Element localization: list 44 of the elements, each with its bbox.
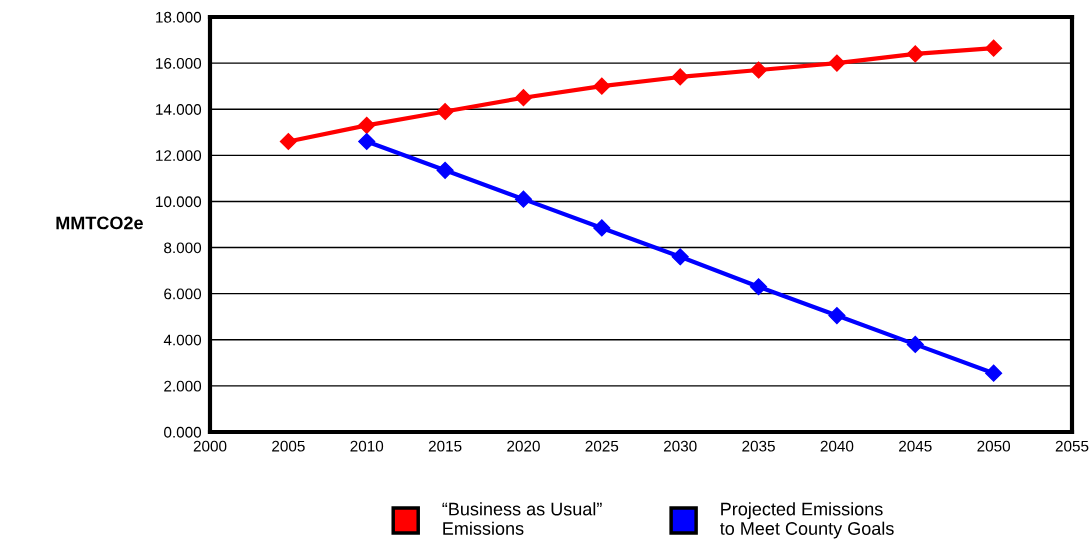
- legend-label: Projected Emissions to Meet County Goals: [720, 502, 894, 539]
- y-tick-label: 10.000: [156, 196, 202, 208]
- point: [514, 190, 533, 208]
- point: [593, 219, 611, 237]
- point: [906, 335, 924, 353]
- legend-label: “Business as Usual” Emissions: [442, 502, 602, 535]
- y-tick-label: 18.000: [156, 11, 202, 23]
- x-tick-label: 2020: [507, 440, 540, 452]
- point: [749, 278, 768, 296]
- point: [828, 307, 846, 325]
- x-tick-label: 2010: [350, 440, 384, 452]
- y-tick-label: 6.000: [164, 288, 202, 300]
- y-tick-label: 2.000: [164, 380, 202, 392]
- y-tick-label: 16.000: [156, 57, 202, 69]
- point: [358, 116, 376, 134]
- point: [436, 102, 454, 121]
- point: [671, 68, 689, 86]
- point: [671, 248, 689, 266]
- point: [985, 39, 1003, 57]
- point: [358, 132, 376, 151]
- x-tick-label: 2000: [193, 440, 227, 452]
- x-tick-label: 2055: [1055, 440, 1089, 452]
- y-tick-label: 0.000: [164, 426, 202, 438]
- point: [749, 61, 768, 79]
- x-tick-label: 2025: [585, 440, 619, 452]
- x-tick-label: 2005: [272, 440, 305, 452]
- point: [436, 161, 454, 179]
- y-tick-label: 12.000: [156, 150, 202, 162]
- point: [514, 89, 533, 107]
- point: [985, 364, 1003, 382]
- y-axis-title: MMTCO2e: [56, 216, 143, 230]
- y-tick-label: 8.000: [164, 242, 202, 254]
- y-tick-label: 4.000: [163, 334, 202, 346]
- x-tick-label: 2030: [663, 440, 697, 452]
- y-tick-label: 14.000: [156, 104, 202, 115]
- x-tick-label: 2050: [977, 440, 1011, 452]
- point: [593, 77, 611, 95]
- x-tick-label: 2045: [899, 440, 932, 452]
- point: [828, 54, 846, 72]
- x-tick-label: 2035: [742, 440, 775, 452]
- x-tick-label: 2015: [428, 440, 462, 452]
- x-tick-label: 2040: [820, 440, 854, 452]
- point: [906, 45, 924, 63]
- point: [279, 132, 297, 151]
